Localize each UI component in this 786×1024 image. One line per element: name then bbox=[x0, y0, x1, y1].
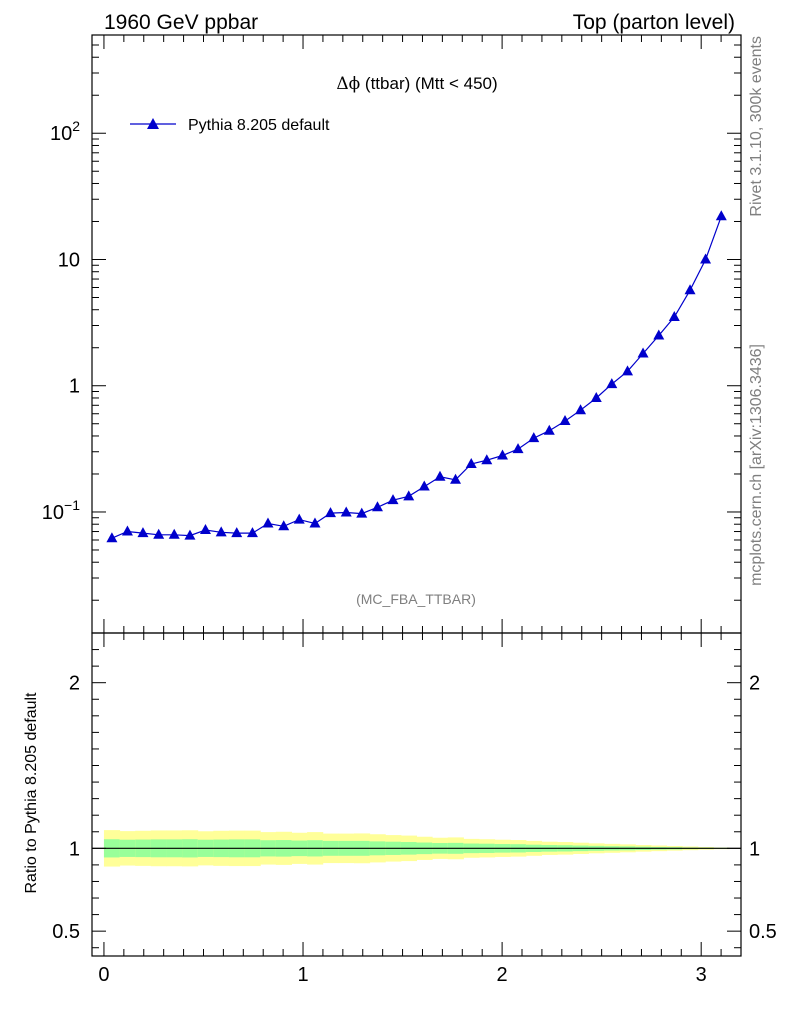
data-point-marker bbox=[246, 527, 258, 538]
analysis-tag: (MC_FBA_TTBAR) bbox=[356, 591, 476, 607]
data-point-marker bbox=[606, 378, 618, 389]
y-tick-label-base: 10 bbox=[42, 502, 64, 524]
ratio-y-tick-label-left: 2 bbox=[69, 673, 80, 695]
data-point-marker bbox=[700, 253, 712, 264]
data-point-marker bbox=[497, 449, 509, 460]
data-point-marker bbox=[465, 457, 477, 468]
data-point-marker bbox=[715, 210, 727, 221]
data-point-marker bbox=[106, 532, 118, 543]
data-point-marker bbox=[575, 404, 587, 415]
x-tick-label: 2 bbox=[497, 964, 508, 986]
data-point-marker bbox=[512, 443, 524, 454]
ratio-plot-frame bbox=[91, 632, 742, 957]
data-point-marker bbox=[387, 494, 399, 505]
data-point-marker bbox=[340, 506, 352, 517]
data-point-marker bbox=[356, 507, 368, 518]
data-point-marker bbox=[481, 454, 493, 465]
plot-title-text: (ttbar) (Mtt < 450) bbox=[360, 74, 497, 93]
data-point-marker bbox=[668, 311, 680, 322]
data-point-marker bbox=[371, 501, 383, 512]
data-point-marker bbox=[121, 525, 133, 536]
data-point-marker bbox=[231, 527, 243, 538]
y-tick-label: 10 bbox=[58, 249, 80, 271]
y-tick-label: 10−1 bbox=[42, 497, 80, 524]
legend-triangle-marker bbox=[147, 118, 159, 129]
plot-title: Δϕ (ttbar) (Mtt < 450) bbox=[336, 74, 497, 94]
header-left-title: 1960 GeV ppbar bbox=[104, 11, 258, 34]
data-point-marker bbox=[418, 480, 430, 491]
data-point-marker bbox=[199, 523, 211, 534]
data-point-marker bbox=[403, 490, 415, 501]
ratio-y-tick-label-right: 2 bbox=[749, 673, 760, 695]
y-tick-label-base: 10 bbox=[50, 123, 72, 145]
data-point-marker bbox=[590, 391, 602, 402]
y-tick-label-exponent: 2 bbox=[72, 118, 80, 134]
data-point-marker bbox=[278, 520, 290, 531]
data-point-marker bbox=[653, 329, 665, 340]
y-tick-label: 1 bbox=[69, 376, 80, 398]
data-point-marker bbox=[450, 473, 462, 484]
ratio-uncertainty-bands bbox=[103, 830, 730, 867]
data-point-marker bbox=[637, 347, 649, 358]
ratio-tick-labels: 0.5 0.5 1 1 2 2 0 1 2 3 bbox=[52, 673, 777, 986]
header-right-title: Top (parton level) bbox=[573, 11, 735, 34]
mcplots-reference-label: mcplots.cern.ch [arXiv:1306.3436] bbox=[748, 344, 765, 586]
data-point-marker bbox=[184, 529, 196, 540]
y-tick-label-exponent: −1 bbox=[64, 497, 80, 513]
x-tick-label: 3 bbox=[696, 964, 707, 986]
data-point-marker bbox=[293, 513, 305, 524]
plot-title-symbol: Δϕ bbox=[336, 74, 360, 94]
legend-label: Pythia 8.205 default bbox=[188, 117, 330, 134]
data-point-marker bbox=[324, 507, 336, 518]
series-markers bbox=[106, 210, 727, 543]
ratio-axis-ticks bbox=[92, 632, 741, 956]
y-tick-label: 102 bbox=[50, 118, 80, 145]
data-point-marker bbox=[434, 470, 446, 481]
rivet-version-label: Rivet 3.1.10, 300k events bbox=[748, 36, 765, 217]
data-point-marker bbox=[543, 424, 555, 435]
x-tick-label: 0 bbox=[98, 964, 109, 986]
series-line bbox=[111, 216, 722, 539]
main-axis-ticks bbox=[92, 34, 741, 633]
ratio-y-tick-label-right: 0.5 bbox=[749, 921, 777, 943]
data-point-marker bbox=[622, 365, 634, 376]
ratio-y-tick-label-left: 0.5 bbox=[52, 921, 80, 943]
data-point-marker bbox=[262, 517, 274, 528]
data-point-marker bbox=[153, 528, 165, 539]
data-point-marker bbox=[215, 526, 227, 537]
data-point-marker bbox=[559, 415, 571, 426]
ratio-y-tick-label-left: 1 bbox=[69, 838, 80, 860]
x-tick-label: 1 bbox=[297, 964, 308, 986]
data-point-marker bbox=[528, 432, 540, 443]
data-point-marker bbox=[168, 528, 180, 539]
legend: Pythia 8.205 default bbox=[130, 117, 330, 134]
data-point-marker bbox=[137, 527, 149, 538]
data-point-marker bbox=[309, 517, 321, 528]
ratio-y-tick-label-right: 1 bbox=[749, 838, 760, 860]
ratio-y-axis-label: Ratio to Pythia 8.205 default bbox=[23, 692, 40, 894]
data-point-marker bbox=[684, 284, 696, 295]
